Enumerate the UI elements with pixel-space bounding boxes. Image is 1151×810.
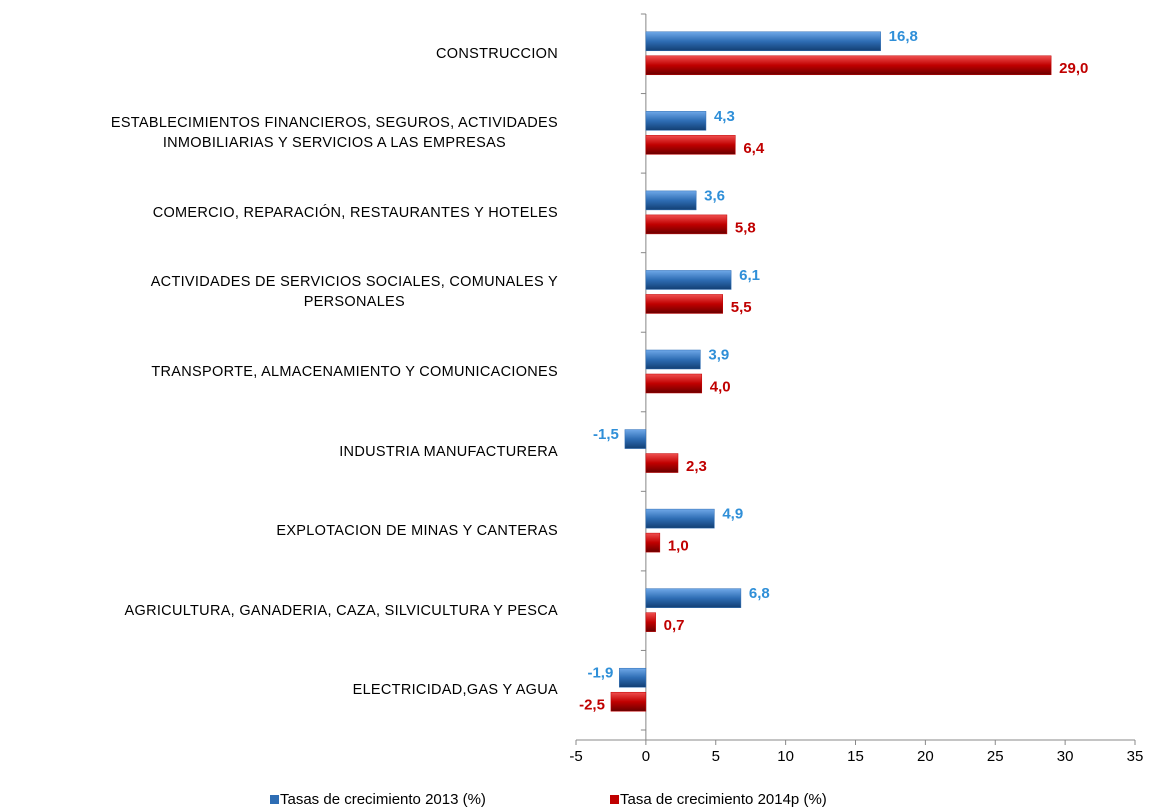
x-tick-label: -5: [569, 748, 582, 765]
value-label: -1,5: [593, 426, 619, 443]
value-label: 5,5: [731, 299, 752, 316]
value-label: 29,0: [1059, 60, 1088, 77]
bar: [645, 294, 723, 314]
legend-label: Tasas de crecimiento 2013 (%): [280, 791, 486, 808]
category-label: ACTIVIDADES DE SERVICIOS SOCIALES, COMUN…: [150, 274, 558, 311]
value-label: 4,3: [714, 108, 735, 125]
legend-label: Tasa de crecimiento 2014p (%): [620, 791, 827, 808]
x-tick-label: 10: [777, 748, 794, 765]
value-label: -1,9: [587, 665, 613, 682]
legend-swatch: [270, 795, 279, 804]
x-tick-label: 20: [917, 748, 934, 765]
category-label: ESTABLECIMIENTOS FINANCIEROS, SEGUROS, A…: [110, 115, 558, 152]
bar: [645, 270, 732, 290]
x-tick-label: 25: [987, 748, 1004, 765]
x-tick-label: 0: [642, 748, 650, 765]
value-label: 6,8: [749, 585, 770, 602]
value-label: -2,5: [579, 697, 605, 714]
bar: [645, 588, 742, 608]
category-label: INDUSTRIA MANUFACTURERA: [339, 443, 558, 460]
bar: [645, 135, 736, 155]
value-label: 0,7: [664, 617, 685, 634]
bar: [645, 111, 707, 131]
bar: [624, 429, 647, 449]
category-label: TRANSPORTE, ALMACENAMIENTO Y COMUNICACIO…: [151, 364, 558, 380]
value-label: 1,0: [668, 538, 689, 555]
category-label: COMERCIO, REPARACIÓN, RESTAURANTES Y HOT…: [152, 204, 558, 221]
bar: [610, 691, 647, 712]
category-label: CONSTRUCCION: [435, 45, 558, 62]
bar: [645, 190, 697, 211]
value-label: 6,1: [739, 267, 760, 284]
value-label: 2,3: [686, 458, 707, 475]
bar: [645, 373, 703, 394]
x-tick-label: 15: [847, 748, 864, 765]
bar: [645, 508, 715, 529]
bar: [645, 532, 661, 553]
value-label: 6,4: [743, 140, 765, 157]
value-label: 3,9: [708, 346, 729, 363]
bar: [645, 55, 1052, 76]
bar: [645, 453, 679, 473]
x-tick-label: 35: [1127, 748, 1144, 765]
value-label: 4,0: [710, 378, 731, 395]
value-label: 3,6: [704, 187, 725, 204]
bar: [645, 214, 728, 235]
category-label: EXPLOTACION DE MINAS Y CANTERAS: [276, 523, 558, 540]
category-label: ELECTRICIDAD,GAS Y AGUA: [352, 682, 558, 699]
bar: [619, 667, 647, 688]
value-label: 16,8: [889, 28, 918, 45]
x-tick-label: 5: [712, 748, 720, 765]
value-label: 5,8: [735, 219, 756, 236]
bar: [645, 612, 656, 632]
category-label: AGRICULTURA, GANADERIA, CAZA, SILVICULTU…: [124, 602, 558, 619]
x-tick-label: 30: [1057, 748, 1074, 765]
value-label: 4,9: [722, 506, 743, 523]
legend-swatch: [610, 795, 619, 804]
bar: [645, 349, 701, 370]
bar: [645, 31, 881, 52]
